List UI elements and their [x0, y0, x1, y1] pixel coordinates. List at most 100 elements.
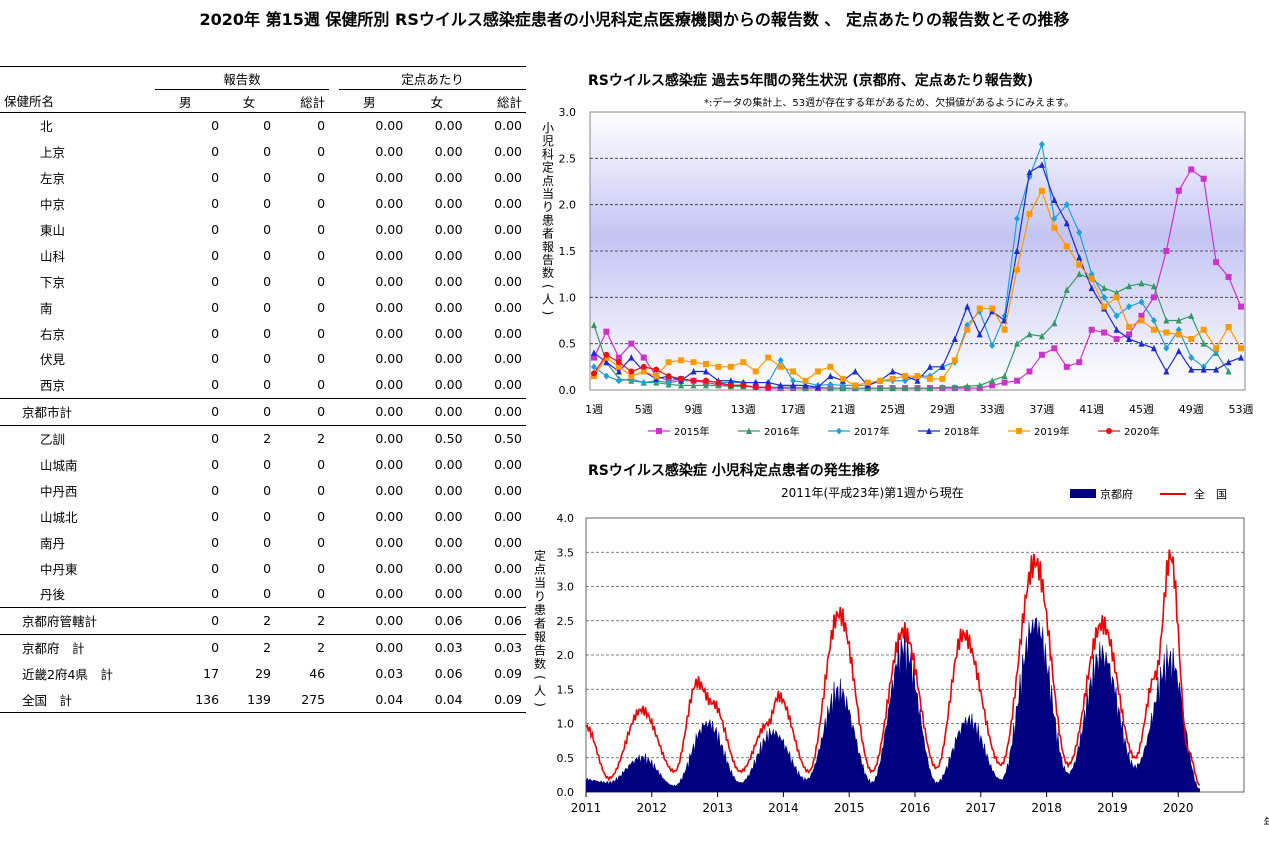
chart1-point — [1076, 253, 1083, 261]
row-value: 0.00 — [407, 398, 467, 426]
chart1-xtick-label: 21週 — [830, 403, 855, 416]
row-value: 0 — [317, 508, 326, 524]
row-value: 0.00 — [434, 222, 463, 237]
row-value: 0 — [263, 247, 272, 263]
row-value: 0.00 — [375, 144, 404, 160]
row-value: 0.00 — [494, 351, 522, 367]
chart1-point — [727, 363, 734, 370]
row-value: 0.00 — [466, 581, 526, 608]
chart2-ytick-label: 2.0 — [557, 649, 575, 662]
chart1-point — [1213, 345, 1220, 352]
table-row: 左京 0 0 0 0.00 0.00 0.00 — [0, 165, 526, 191]
chart1-xtick-label: 9週 — [685, 403, 703, 416]
row-value: 0.00 — [494, 144, 522, 160]
row-value: 0.00 — [375, 431, 404, 447]
chart1-point — [765, 354, 772, 361]
chart1-point — [690, 367, 697, 375]
row-value: 0 — [211, 118, 220, 134]
chart2-xtick-label: 2017 — [966, 801, 997, 815]
chart1-point — [951, 357, 958, 364]
table-row: 上京 0 0 0 0.00 0.00 0.00 — [0, 139, 526, 165]
row-value: 0 — [211, 431, 220, 447]
row-value: 0.04 — [407, 686, 467, 714]
chart1-point — [715, 363, 722, 370]
row-value: 0.00 — [494, 560, 522, 576]
chart1-point — [1126, 303, 1133, 311]
chart1-ylabel-char: 当 — [542, 187, 554, 201]
row-value: 0 — [275, 371, 330, 399]
chart1-point — [802, 377, 809, 384]
chart1-ylabel-char: 数 — [542, 265, 554, 280]
chart1-point — [628, 340, 635, 347]
chart1-point — [964, 326, 971, 333]
chart1-point — [615, 359, 622, 366]
chart1-xtick-label: 1週 — [585, 403, 603, 416]
chart1-point — [678, 381, 685, 389]
chart1-legend-marker — [746, 427, 752, 434]
chart1-ytick-label: 1.0 — [559, 291, 577, 304]
chart1-legend-marker — [1106, 428, 1112, 434]
row-name: 山城北 — [40, 509, 78, 525]
table-row: 中丹東 0 0 0 0.00 0.00 0.00 — [0, 555, 526, 581]
chart2-xtick-label: 2016 — [900, 801, 931, 815]
chart1-legend-marker — [656, 428, 662, 434]
chart1-ylabel-char: 報 — [542, 240, 554, 254]
row-value: 0.00 — [339, 581, 408, 608]
row-value: 0.00 — [375, 457, 404, 473]
chart1-point — [777, 356, 784, 364]
row-value: 0 — [263, 299, 272, 315]
chart2-subtitle: 2011年(平成23年)第1週から現在 — [781, 486, 964, 500]
chart1-ylabel-char: 点 — [542, 174, 554, 188]
row-value: 0 — [211, 170, 220, 186]
chart1-point — [1051, 319, 1058, 327]
chart1-point — [1014, 377, 1021, 384]
chart2-xtick-label: 2011 — [571, 801, 602, 815]
row-value: 0.00 — [375, 325, 404, 341]
row-value: 2 — [275, 607, 330, 635]
chart2-ytick-label: 3.5 — [557, 546, 575, 559]
chart1-point — [1213, 259, 1220, 266]
row-value: 0 — [211, 482, 220, 498]
row-value: 0.50 — [494, 431, 522, 447]
chart1-point — [1038, 351, 1045, 358]
chart1-ylabel-char: 人 — [542, 293, 554, 307]
chart1-point — [1150, 317, 1157, 324]
chart2-ytick-label: 0.0 — [557, 786, 575, 799]
chart1-point — [603, 372, 610, 380]
chart1-point — [989, 342, 996, 350]
row-value: 0.00 — [375, 482, 404, 498]
row-name: 西京 — [0, 371, 155, 399]
chart1-point — [1200, 340, 1207, 347]
row-value: 0.00 — [375, 299, 404, 315]
page-title: 2020年 第15週 保健所別 RSウイルス感染症患者の小児科定点医療機関からの… — [199, 10, 1070, 29]
chart2-xtick-label: 2019 — [1097, 801, 1128, 815]
row-value: 2 — [317, 640, 326, 656]
chart1-point — [702, 367, 709, 375]
chart1-point — [740, 359, 747, 366]
chart1-point — [690, 359, 697, 366]
chart1-legend-label: 2019年 — [1034, 425, 1069, 438]
chart1-point — [640, 363, 647, 370]
chart1-point — [702, 377, 709, 384]
table-row: 乙訓 0 2 2 0.00 0.50 0.50 — [0, 425, 526, 451]
chart2-ytick-label: 1.5 — [557, 683, 575, 696]
chart1-point — [1163, 317, 1170, 324]
chart1-xtick-label: 17週 — [781, 403, 806, 416]
row-value: 0.00 — [434, 273, 463, 289]
chart1-legend-marker — [836, 427, 842, 435]
chart1-point — [926, 384, 933, 392]
chart1-legend-marker — [926, 427, 932, 434]
row-value: 0.00 — [466, 371, 526, 399]
chart1-point — [790, 381, 797, 389]
row-value: 2 — [223, 607, 276, 635]
chart1-ylabel-char: 児 — [542, 134, 554, 148]
row-value: 0 — [317, 457, 326, 473]
chart1-point — [1200, 326, 1207, 333]
chart1-point — [1126, 331, 1133, 338]
row-value: 0 — [317, 196, 326, 212]
chart1-legend-label: 2016年 — [764, 425, 799, 438]
row-name: 下京 — [40, 274, 66, 290]
chart1-point — [1076, 261, 1083, 268]
row-value: 0 — [223, 581, 276, 608]
chart1-point — [1076, 228, 1083, 236]
